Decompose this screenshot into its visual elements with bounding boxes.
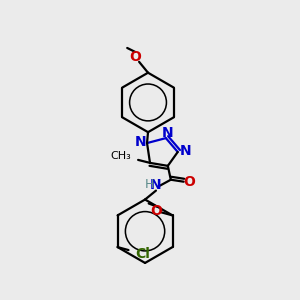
Text: O: O <box>184 175 196 189</box>
Text: N: N <box>150 178 162 192</box>
Text: N: N <box>134 135 146 149</box>
Text: N: N <box>162 126 174 140</box>
Text: H: H <box>144 178 154 191</box>
Text: N: N <box>180 144 191 158</box>
Text: CH₃: CH₃ <box>110 151 131 161</box>
Text: Cl: Cl <box>135 247 150 261</box>
Text: O: O <box>151 204 163 218</box>
Text: O: O <box>129 50 141 64</box>
